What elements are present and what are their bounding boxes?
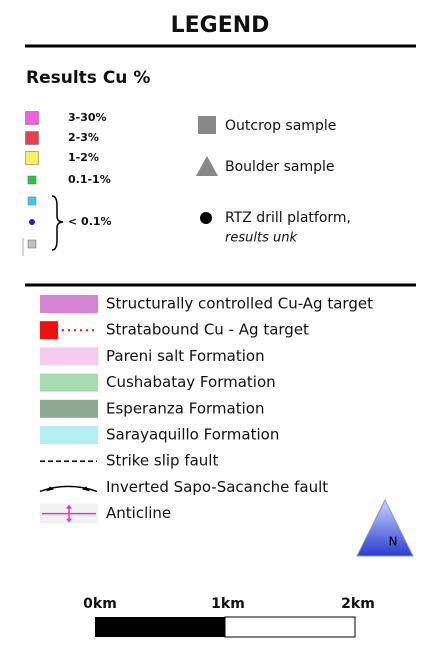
class-label: 0.1-1% <box>68 173 111 186</box>
sample-label: RTZ drill platform, <box>225 210 351 226</box>
scale-label: 1km <box>211 596 245 612</box>
class-swatch <box>27 239 37 249</box>
boulder-symbol <box>196 156 218 176</box>
unit-swatch <box>40 347 98 366</box>
scale-label: 2km <box>341 596 375 612</box>
class-label: < 0.1% <box>68 215 112 228</box>
drill-symbol <box>200 212 212 224</box>
scale-label: 0km <box>83 596 117 612</box>
unit-symbol <box>40 321 58 340</box>
unit-label: Sarayaquillo Formation <box>106 426 279 444</box>
unit-label: Structurally controlled Cu-Ag target <box>106 295 373 313</box>
unit-label: Stratabound Cu - Ag target <box>106 321 309 339</box>
unit-swatch <box>40 373 98 392</box>
sample-note: results unk <box>225 231 297 246</box>
class-swatch <box>25 111 39 125</box>
sample-label: Outcrop sample <box>225 118 336 134</box>
unit-label: Anticline <box>106 504 171 522</box>
outcrop-symbol <box>198 116 216 134</box>
north-arrow: N <box>356 498 414 557</box>
unit-label: Esperanza Formation <box>106 399 264 417</box>
results-heading: Results Cu % <box>26 68 150 88</box>
unit-symbol <box>66 504 72 509</box>
unit-label: Cushabatay Formation <box>106 373 276 391</box>
unit-symbol <box>66 518 72 523</box>
class-swatch <box>27 175 37 185</box>
title: LEGEND <box>171 13 270 38</box>
unit-swatch <box>40 426 98 444</box>
unit-label: Pareni salt Formation <box>106 347 265 365</box>
class-swatch <box>27 196 37 206</box>
scale-bar-white <box>224 616 356 638</box>
unit-swatch <box>40 399 98 418</box>
class-label: 1-2% <box>68 151 99 164</box>
class-label: 3-30% <box>68 111 107 124</box>
unit-symbol <box>46 486 54 492</box>
unit-swatch <box>40 295 98 313</box>
class-swatch <box>29 219 35 225</box>
scale-bar-black <box>95 617 225 637</box>
unit-label: Inverted Sapo-Sacanche fault <box>106 478 328 496</box>
sample-label: Boulder sample <box>225 159 335 175</box>
class-label: 2-3% <box>68 131 99 144</box>
brace <box>51 195 64 251</box>
north-label: N <box>389 535 398 549</box>
unit-symbol <box>82 486 90 492</box>
class-swatch <box>25 131 39 145</box>
class-swatch <box>25 151 39 165</box>
unit-label: Strike slip fault <box>106 452 218 470</box>
unit-symbol <box>39 485 98 493</box>
north-triangle <box>356 498 414 557</box>
